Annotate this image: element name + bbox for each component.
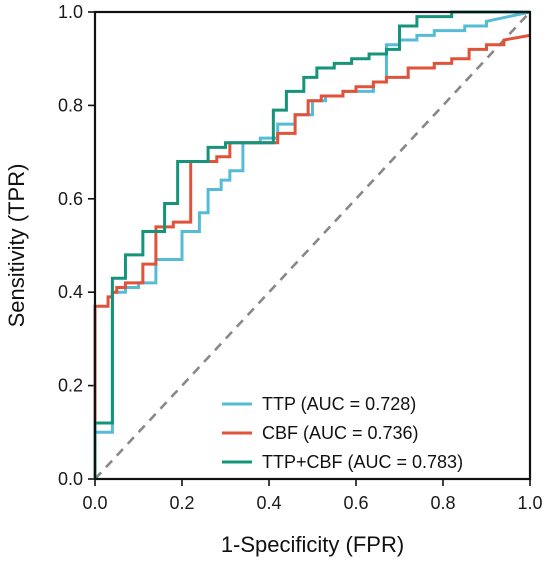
- y-tick-label: 0.4: [58, 282, 83, 302]
- x-tick-label: 0.4: [256, 493, 281, 513]
- legend: TTP (AUC = 0.728) CBF (AUC = 0.736) TTP+CB…: [222, 394, 463, 472]
- x-tick-label: 0.8: [430, 493, 455, 513]
- series-line-2: [93, 33, 531, 479]
- y-tick-label: 1.0: [58, 2, 83, 22]
- x-tick-label: 0.0: [82, 493, 107, 513]
- reference-diagonal-line: [94, 11, 531, 480]
- roc-series: [93, 10, 531, 479]
- x-tick-label: 0.2: [169, 493, 194, 513]
- y-tick-label: 0.2: [58, 376, 83, 396]
- y-tick-label: 0.8: [58, 95, 83, 115]
- reference-diagonal: [94, 11, 531, 480]
- y-tick-label: 0.6: [58, 189, 83, 209]
- legend-label-3: TTP+CBF (AUC = 0.783): [262, 452, 463, 472]
- x-axis-title: 1-Specificity (FPR): [221, 532, 404, 557]
- series-line-3: [93, 10, 530, 479]
- plot-frame: [93, 10, 532, 481]
- y-tick-label: 0.0: [58, 469, 83, 489]
- x-tick-label: 0.6: [343, 493, 368, 513]
- legend-label-2: CBF (AUC = 0.736): [262, 423, 419, 443]
- y-axis-title: Sensitivity (TPR): [4, 164, 29, 328]
- legend-label-1: TTP (AUC = 0.728): [262, 394, 416, 414]
- axis-ticks: 0.0 0.2 0.4 0.6 0.8 1.0 0.0 0.2 0.4 0.6 0.8 1.0: [58, 2, 543, 513]
- x-tick-label: 1.0: [517, 493, 542, 513]
